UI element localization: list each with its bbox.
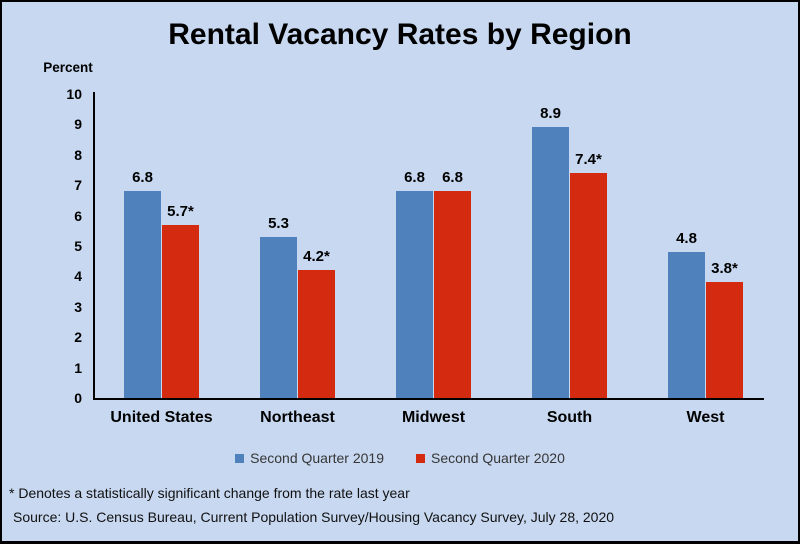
- bar: [298, 270, 335, 398]
- y-tick-label: 1: [74, 359, 82, 376]
- category-label: South: [546, 409, 593, 426]
- y-axis-line: [93, 92, 95, 400]
- legend-label: Second Quarter 2019: [250, 450, 384, 466]
- footnote: * Denotes a statistically significant ch…: [9, 485, 410, 501]
- category-label: Northeast: [260, 409, 335, 426]
- y-tick-label: 8: [74, 146, 82, 163]
- bar: [570, 173, 607, 398]
- bar-value-label: 7.4*: [575, 151, 602, 168]
- bar-value-label: 3.8*: [711, 260, 738, 277]
- y-tick-label: 3: [74, 298, 82, 315]
- bar-value-label: 4.2*: [303, 248, 330, 265]
- bar: [260, 237, 297, 398]
- bar: [124, 191, 161, 398]
- y-tick-label: 5: [74, 238, 82, 254]
- category-label: West: [686, 409, 725, 426]
- legend-item: Second Quarter 2020: [416, 450, 565, 466]
- legend-label: Second Quarter 2020: [431, 450, 565, 466]
- bar: [434, 191, 471, 398]
- y-tick-label: 0: [74, 390, 82, 406]
- bar-value-label: 5.7*: [167, 203, 194, 220]
- bar: [396, 191, 433, 398]
- category-label: United States: [110, 409, 213, 426]
- x-axis-line: [93, 398, 764, 400]
- bar-value-label: 6.8: [404, 169, 425, 186]
- source-note: Source: U.S. Census Bureau, Current Popu…: [13, 509, 615, 525]
- y-axis-label: Percent: [43, 60, 93, 75]
- y-tick-label: 10: [66, 86, 82, 102]
- bar-value-label: 4.8: [676, 230, 697, 247]
- bar-value-label: 6.8: [132, 169, 153, 186]
- bar: [668, 252, 705, 398]
- category-label: Midwest: [401, 409, 466, 426]
- y-tick-label: 7: [74, 177, 82, 194]
- y-tick-label: 2: [74, 329, 82, 346]
- y-tick-label: 4: [74, 268, 82, 285]
- chart-title: Rental Vacancy Rates by Region: [168, 18, 632, 51]
- bar-value-label: 6.8: [442, 169, 463, 186]
- legend-swatch-icon: [235, 453, 245, 463]
- bar-value-label: 8.9: [540, 105, 561, 122]
- legend-item: Second Quarter 2019: [235, 450, 384, 466]
- bar-value-label: 5.3: [268, 215, 289, 232]
- bar: [162, 225, 199, 398]
- legend-swatch-icon: [416, 453, 425, 463]
- y-tick-label: 9: [74, 116, 82, 133]
- y-tick-label: 6: [74, 207, 82, 224]
- bar: [532, 127, 569, 398]
- legend: Second Quarter 2019 Second Quarter 2020: [2, 450, 798, 466]
- bar: [706, 282, 743, 398]
